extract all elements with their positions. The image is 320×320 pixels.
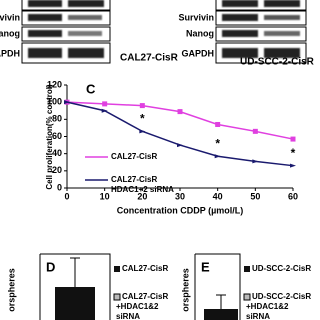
x-tick-label: 10	[100, 191, 110, 201]
panel-frames	[39, 253, 241, 320]
legend-label: UD-SCC-2-CisR	[252, 264, 311, 273]
axes	[66, 85, 293, 189]
y-tick-label: 100	[47, 97, 62, 107]
data-point	[252, 159, 259, 164]
blot-caption: CAL27-CisR	[120, 53, 179, 64]
blot-bands	[222, 0, 300, 58]
panel-letter: E	[201, 259, 210, 274]
legend-label: siRNA	[246, 312, 270, 320]
error-bar	[70, 257, 80, 287]
legend-label: +HDAC1&2	[116, 302, 159, 311]
legend-label: HDAC1+2 siRNA	[111, 185, 174, 194]
panel-letter: D	[46, 259, 55, 274]
blot-label: Nanog	[186, 28, 214, 38]
bar	[55, 287, 95, 320]
data-point	[139, 129, 146, 134]
y-tick-label: 0	[57, 182, 62, 192]
blot-label: GAPDH	[0, 48, 20, 58]
y-tick-label: 120	[47, 79, 62, 89]
y-tick-label: 60	[52, 131, 62, 141]
data-point	[64, 100, 70, 105]
data-point	[102, 101, 108, 107]
x-tick-label: 60	[288, 191, 298, 201]
legend-label: +HDAC1&2	[246, 302, 289, 311]
data-point	[139, 103, 145, 109]
y-tick-label: 80	[52, 114, 62, 124]
legend-label: CAL27-CisR	[111, 175, 157, 184]
annotation: *	[215, 136, 220, 150]
data-point	[252, 128, 258, 134]
legend-label: CAL27-CisR	[111, 152, 157, 161]
legend-label: UD-SCC-2-CisR	[252, 292, 311, 301]
blot-right	[215, 0, 307, 64]
data-point	[177, 109, 183, 115]
x-tick-label: 30	[175, 191, 185, 201]
data-point	[177, 143, 183, 148]
y-tick-label: 40	[52, 148, 62, 158]
blot-label: Survivin	[178, 12, 214, 22]
annotation: *	[291, 146, 296, 160]
legend-swatch	[114, 266, 120, 272]
legend-label: siRNA	[116, 312, 140, 320]
annotation: *	[140, 112, 145, 126]
data-point	[215, 121, 221, 127]
legend-swatch	[113, 293, 121, 301]
legend-label: CAL27-CisR	[122, 264, 168, 273]
y-tick-label: 20	[52, 165, 62, 175]
blot-label: GAPDH	[181, 48, 214, 58]
x-tick-label: 20	[137, 191, 147, 201]
y-axis-label: orspheres	[180, 268, 190, 312]
bar	[204, 309, 238, 320]
y-axis-label: Cell proliferation(% control)	[45, 84, 54, 190]
data-point	[290, 163, 296, 168]
blot-bands	[28, 0, 104, 58]
error-bar	[216, 294, 226, 309]
y-axis-label: orspheres	[6, 268, 16, 312]
x-axis-label: Concentration CDDP (µmol/L)	[117, 205, 244, 215]
blot-caption: UD-SCC-2-CisR	[240, 57, 315, 68]
blot-left	[21, 0, 111, 64]
x-tick-label: 40	[213, 191, 223, 201]
x-tick-label: 0	[64, 191, 69, 201]
legend-swatch	[244, 266, 250, 272]
panel-letter: C	[86, 81, 96, 96]
x-tick-label: 50	[250, 191, 260, 201]
series-line	[66, 101, 294, 140]
data-point	[290, 136, 296, 142]
blot-label: Survivin	[0, 12, 20, 22]
blot-label: Nanog	[0, 28, 20, 38]
legend-swatch	[243, 293, 251, 301]
legend-label: CAL27-CisR	[122, 292, 168, 301]
data-point	[101, 108, 108, 113]
data-point	[214, 154, 221, 159]
